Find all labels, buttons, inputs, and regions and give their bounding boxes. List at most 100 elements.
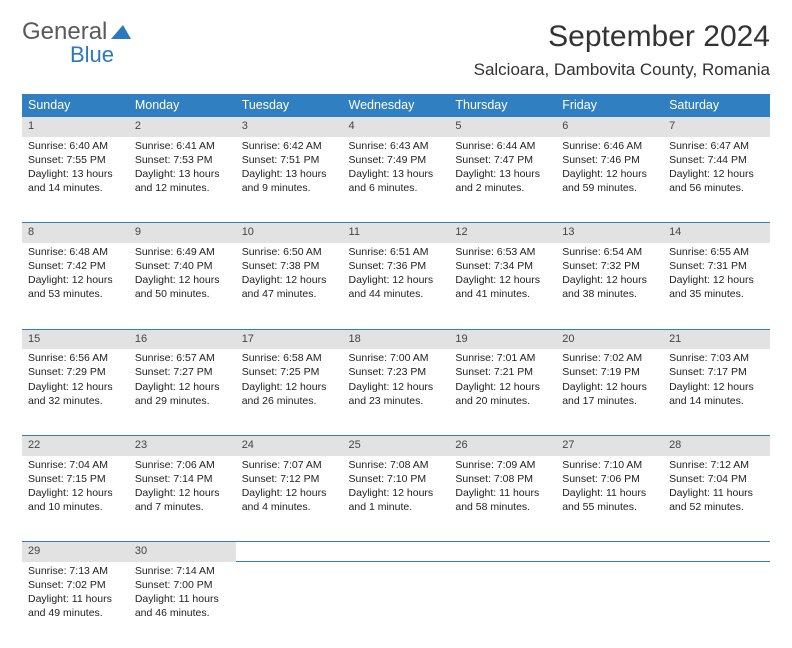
daylight-text: Daylight: 12 hours [669,381,764,394]
day-cell: Sunrise: 6:47 AMSunset: 7:44 PMDaylight:… [663,137,770,223]
daylight-text: and 9 minutes. [242,182,337,195]
week-number-row: 2930 [22,542,770,562]
day-number: 26 [449,435,556,455]
daylight-text: Daylight: 12 hours [669,168,764,181]
sunset-text: Sunset: 7:14 PM [135,473,230,486]
month-title: September 2024 [474,20,770,54]
day-header: Monday [129,94,236,117]
empty-cell [236,542,343,562]
day-cell: Sunrise: 6:53 AMSunset: 7:34 PMDaylight:… [449,243,556,329]
day-cell: Sunrise: 7:04 AMSunset: 7:15 PMDaylight:… [22,456,129,542]
daylight-text: and 14 minutes. [28,182,123,195]
daylight-text: and 49 minutes. [28,607,123,620]
daylight-text: Daylight: 12 hours [349,487,444,500]
sunrise-text: Sunrise: 6:53 AM [455,246,550,259]
sunset-text: Sunset: 7:19 PM [562,366,657,379]
week-content-row: Sunrise: 6:56 AMSunset: 7:29 PM Daylight:… [22,349,770,435]
sunrise-text: Sunrise: 6:54 AM [562,246,657,259]
day-header: Sunday [22,94,129,117]
sunrise-text: Sunrise: 7:06 AM [135,459,230,472]
empty-cell [343,562,450,648]
sunrise-text: Sunrise: 7:12 AM [669,459,764,472]
day-number: 16 [129,329,236,349]
daylight-text: and 46 minutes. [135,607,230,620]
daylight-text: Daylight: 12 hours [669,274,764,287]
daylight-text: Daylight: 12 hours [349,274,444,287]
sunset-text: Sunset: 7:10 PM [349,473,444,486]
day-cell: Sunrise: 6:54 AMSunset: 7:32 PMDaylight:… [556,243,663,329]
sunrise-text: Sunrise: 6:43 AM [349,140,444,153]
daylight-text: Daylight: 12 hours [135,487,230,500]
day-header: Saturday [663,94,770,117]
week-number-row: 22232425262728 [22,435,770,455]
day-cell: Sunrise: 6:44 AMSunset: 7:47 PMDaylight:… [449,137,556,223]
sunrise-text: Sunrise: 7:07 AM [242,459,337,472]
day-cell: Sunrise: 6:51 AMSunset: 7:36 PMDaylight:… [343,243,450,329]
sunrise-text: Sunrise: 7:02 AM [562,352,657,365]
sunrise-text: Sunrise: 6:51 AM [349,246,444,259]
sunset-text: Sunset: 7:53 PM [135,154,230,167]
day-cell: Sunrise: 7:00 AMSunset: 7:23 PMDaylight:… [343,349,450,435]
daylight-text: Daylight: 12 hours [28,487,123,500]
sunset-text: Sunset: 7:25 PM [242,366,337,379]
empty-cell [663,562,770,648]
sunrise-text: Sunrise: 7:01 AM [455,352,550,365]
day-cell: Sunrise: 6:55 AMSunset: 7:31 PMDaylight:… [663,243,770,329]
day-number: 7 [663,117,770,137]
sunrise-text: Sunrise: 7:04 AM [28,459,123,472]
day-number: 18 [343,329,450,349]
day-cell: Sunrise: 7:02 AMSunset: 7:19 PMDaylight:… [556,349,663,435]
daylight-text: Daylight: 12 hours [455,381,550,394]
day-cell: Sunrise: 6:40 AMSunset: 7:55 PMDaylight:… [22,137,129,223]
sunrise-text: Sunrise: 6:47 AM [669,140,764,153]
sunset-text: Sunset: 7:36 PM [349,260,444,273]
day-cell: Sunrise: 6:57 AMSunset: 7:27 PMDaylight:… [129,349,236,435]
day-number: 11 [343,223,450,243]
logo-mark-icon [111,25,131,39]
empty-cell [236,562,343,648]
daylight-text: and 53 minutes. [28,288,123,301]
day-number: 24 [236,435,343,455]
week-content-row: Sunrise: 6:40 AMSunset: 7:55 PMDaylight:… [22,137,770,223]
day-cell: Sunrise: 6:46 AMSunset: 7:46 PMDaylight:… [556,137,663,223]
sunset-text: Sunset: 7:29 PM [28,366,123,379]
sunset-text: Sunset: 7:47 PM [455,154,550,167]
day-number: 1 [22,117,129,137]
sunrise-text: Sunrise: 6:58 AM [242,352,337,365]
sunset-text: Sunset: 7:38 PM [242,260,337,273]
sunset-text: Sunset: 7:42 PM [28,260,123,273]
sunset-text: Sunset: 7:49 PM [349,154,444,167]
day-number: 17 [236,329,343,349]
empty-cell [556,562,663,648]
sunset-text: Sunset: 7:06 PM [562,473,657,486]
day-number: 13 [556,223,663,243]
daylight-text: and 32 minutes. [28,395,123,408]
empty-cell [449,562,556,648]
daylight-text: and 59 minutes. [562,182,657,195]
day-number: 22 [22,435,129,455]
sunset-text: Sunset: 7:55 PM [28,154,123,167]
sunset-text: Sunset: 7:15 PM [28,473,123,486]
sunrise-text: Sunrise: 6:41 AM [135,140,230,153]
sunset-text: Sunset: 7:08 PM [455,473,550,486]
daylight-text: Daylight: 13 hours [455,168,550,181]
sunrise-text: Sunrise: 6:46 AM [562,140,657,153]
sunrise-text: Sunrise: 6:56 AM [28,352,123,365]
sunrise-text: Sunrise: 7:08 AM [349,459,444,472]
day-header: Wednesday [343,94,450,117]
day-header: Tuesday [236,94,343,117]
week-content-row: Sunrise: 7:04 AMSunset: 7:15 PMDaylight:… [22,456,770,542]
sunrise-text: Sunrise: 7:10 AM [562,459,657,472]
day-number: 14 [663,223,770,243]
daylight-text: Daylight: 12 hours [242,274,337,287]
day-cell: Sunrise: 6:48 AMSunset: 7:42 PMDaylight:… [22,243,129,329]
daylight-text: Daylight: 12 hours [28,381,123,394]
daylight-text: Daylight: 12 hours [349,381,444,394]
daylight-text: and 26 minutes. [242,395,337,408]
sunset-text: Sunset: 7:46 PM [562,154,657,167]
day-cell: Sunrise: 6:56 AMSunset: 7:29 PM Daylight:… [22,349,129,435]
day-number: 15 [22,329,129,349]
day-number: 9 [129,223,236,243]
empty-cell [556,542,663,562]
sunset-text: Sunset: 7:40 PM [135,260,230,273]
